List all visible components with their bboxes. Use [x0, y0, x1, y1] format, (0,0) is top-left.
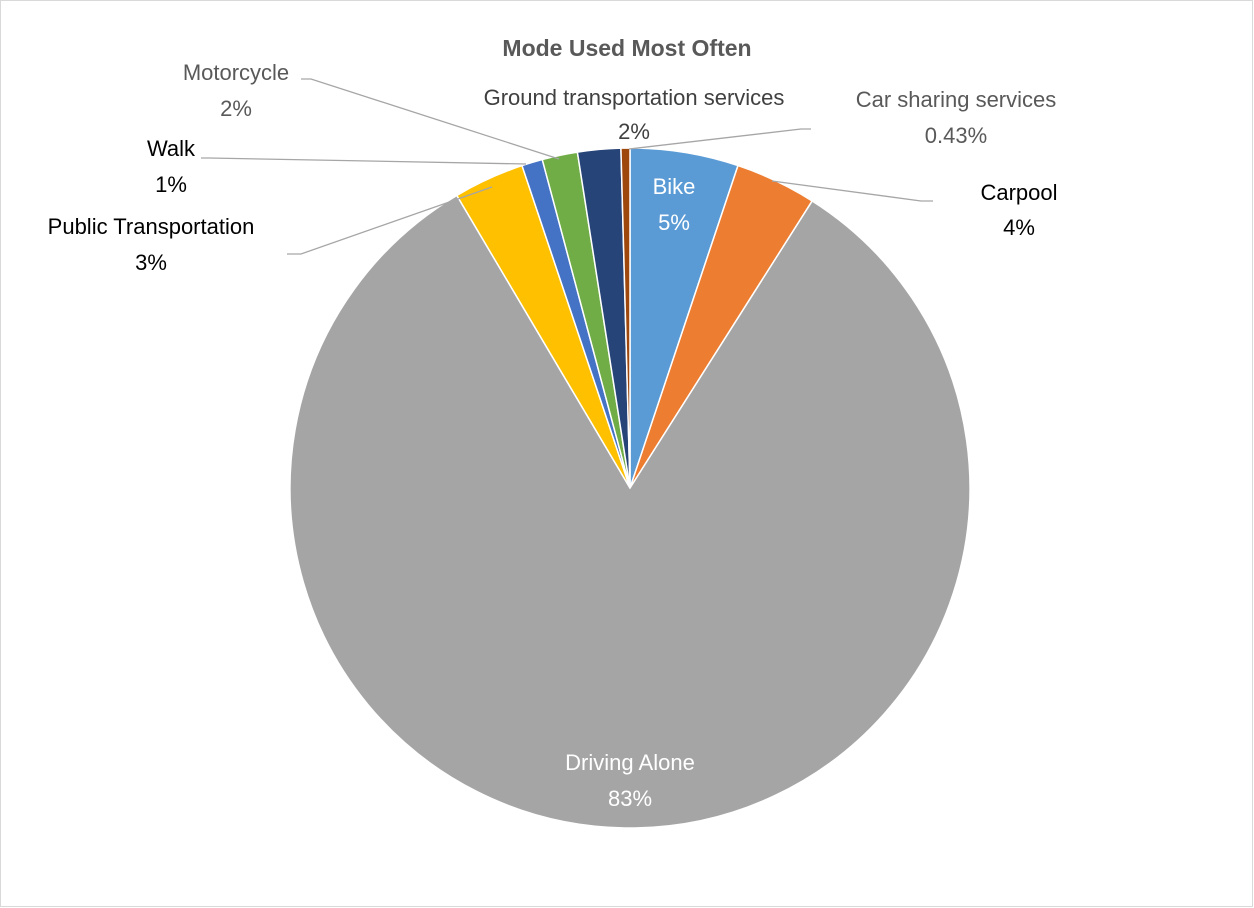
pie-slice-car-sharing-services [620, 147, 631, 489]
data-label-name-bike: Bike [653, 174, 696, 199]
data-label-name-car-sharing-services: Car sharing services [856, 87, 1057, 112]
data-label-name-ground-transportation-services: Ground transportation services [484, 85, 785, 110]
leader-line-motorcycle [301, 78, 560, 160]
data-label-value-ground-transportation-services: 2% [618, 119, 650, 144]
leader-line-carpool [771, 180, 933, 202]
data-labels: Bike 5% Carpool 4% Driving Alone 83% Public Tr… [48, 60, 1058, 811]
data-label-value-driving-alone: 83% [608, 786, 652, 811]
data-label-value-carpool: 4% [1003, 215, 1035, 240]
data-label-value-walk: 1% [155, 172, 187, 197]
leader-line-car-sharing-services [628, 128, 811, 150]
data-label-name-driving-alone: Driving Alone [565, 750, 695, 775]
pie-slices [289, 147, 971, 829]
data-label-name-public-transportation: Public Transportation [48, 214, 255, 239]
data-label-name-carpool: Carpool [980, 180, 1057, 205]
data-label-value-public-transportation: 3% [135, 250, 167, 275]
chart-title: Mode Used Most Often [502, 35, 751, 61]
leader-line-public-transportation [287, 186, 493, 255]
pie-slice-driving-alone [289, 194, 971, 829]
data-label-value-car-sharing-services: 0.43% [925, 123, 987, 148]
leader-line-walk [201, 157, 527, 165]
data-label-name-motorcycle: Motorcycle [183, 60, 289, 85]
data-label-name-walk: Walk [147, 136, 196, 161]
data-label-value-bike: 5% [658, 210, 690, 235]
data-label-value-motorcycle: 2% [220, 96, 252, 121]
leader-lines [201, 78, 933, 255]
